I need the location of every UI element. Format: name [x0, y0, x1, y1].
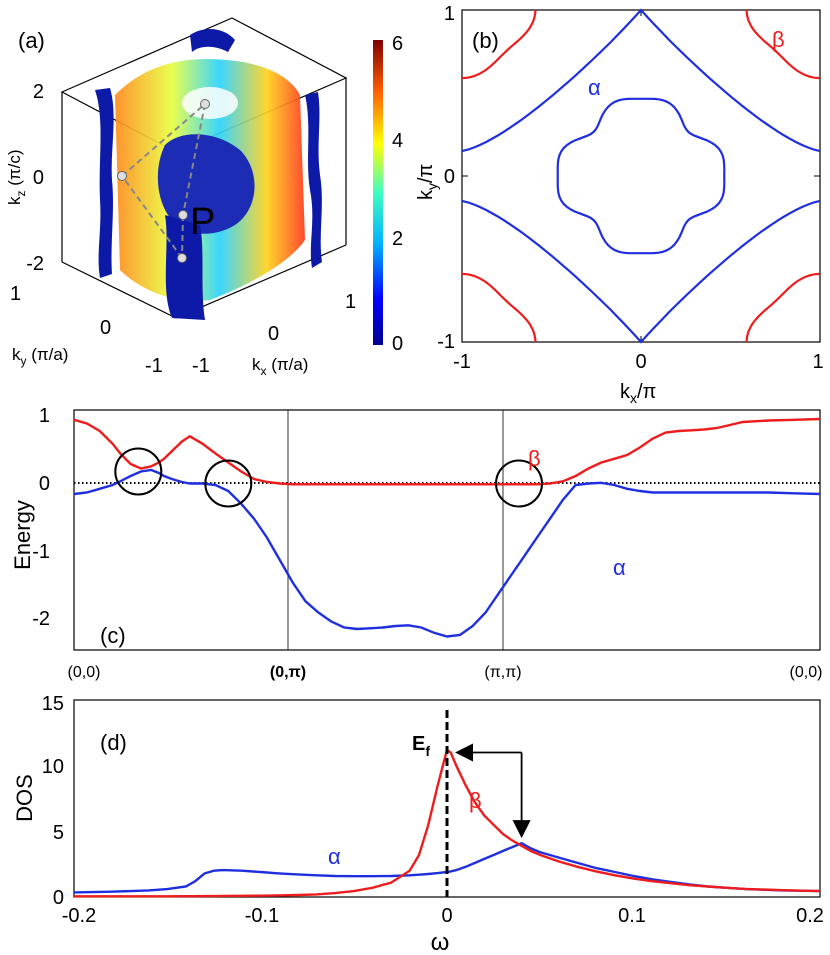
panel-a-colorbar-tick-2: 2 — [392, 228, 403, 250]
panel-a-ky-tick-2: -1 — [145, 355, 163, 377]
panel-a-colorbar-tick-3: 0 — [392, 333, 403, 355]
panel-c-y-tick-0: 1 — [39, 405, 50, 427]
panel-c-y-tick-1: 0 — [39, 473, 50, 495]
panel-a: (a) P — [5, 17, 403, 378]
panel-b-curves — [461, 8, 821, 344]
panel-a-point-top — [200, 99, 210, 109]
panel-b-ticks — [462, 10, 820, 342]
panel-b-x-axis-label: kx/π — [620, 381, 656, 406]
panel-b-axes-box — [461, 9, 821, 343]
panel-a-kx-axis-label: kx (π/a) — [252, 355, 308, 378]
panel-c-y-tick-2: -1 — [32, 541, 50, 563]
panel-d-x-axis-label: ω — [431, 929, 450, 955]
beta-corner-arc-1 — [745, 9, 821, 80]
panel-c-x-tick-1: (0,π) — [270, 664, 306, 681]
band-beta-line — [73, 417, 821, 486]
beta-corner-arc-3 — [745, 272, 821, 343]
beta-corner-arc-2 — [461, 272, 537, 343]
panel-a-kz-tick-2: -2 — [26, 253, 44, 275]
panel-a-point-left — [117, 171, 127, 181]
panel-c-y-axis-label: Energy — [10, 500, 35, 570]
panel-b-y-tick-2: -1 — [437, 331, 455, 353]
panel-d-x-tick-4: 0.2 — [796, 905, 824, 927]
panel-b-y-axis-label: ky/π — [415, 164, 440, 200]
band-crossing-circle-1 — [204, 459, 253, 508]
panel-d-y-tick-1: 10 — [42, 756, 64, 778]
panel-c-axes-box — [73, 409, 821, 651]
panel-a-ky-axis-label: ky (π/a) — [12, 345, 68, 368]
panel-b-y-tick-1: 0 — [444, 166, 455, 188]
panel-a-kz-axis-label: kz (π/c) — [5, 150, 28, 206]
panel-d-y-tick-0: 15 — [42, 693, 64, 715]
alpha-inner-pocket — [556, 97, 726, 255]
panel-b-x-tick-2: 1 — [812, 351, 823, 373]
panel-b-label: (b) — [472, 28, 499, 53]
panel-c-label: (c) — [100, 623, 126, 648]
panel-a-surface — [95, 28, 322, 320]
panel-a-label: (a) — [18, 28, 45, 53]
panel-d-alpha-label: α — [328, 844, 341, 869]
panel-d-x-tick-2: 0 — [441, 905, 452, 927]
panel-d-x-tick-0: -0.2 — [62, 905, 96, 927]
panel-d-label: (d) — [100, 730, 127, 755]
panel-b: (b) α β -1 0 1 1 0 -1 kx/π ky/π — [415, 3, 824, 406]
panel-d: (d) α β Ef 15 10 5 0 DOS -0.2 -0.1 0 0.1… — [12, 693, 824, 955]
panel-d-beta-label: β — [469, 788, 482, 813]
panel-b-x-tick-0: -1 — [453, 351, 471, 373]
panel-d-x-tick-3: 0.1 — [618, 905, 646, 927]
dos-beta-line — [74, 747, 821, 898]
panel-a-point-mid — [178, 210, 188, 220]
panel-a-point-label: P — [190, 201, 215, 243]
panel-c-beta-label: β — [528, 446, 541, 471]
panel-a-kz-tick-1: 0 — [33, 167, 44, 189]
panel-c-y-tick-3: -2 — [32, 608, 50, 630]
band-alpha-line — [73, 468, 821, 638]
panel-a-colorbar-tick-0: 6 — [392, 33, 403, 55]
panel-c-alpha-label: α — [613, 555, 626, 580]
beta-corner-arc-0 — [461, 9, 537, 80]
panel-a-path — [121, 103, 206, 259]
panel-d-y-axis-label: DOS — [12, 774, 37, 822]
panel-a-ky-tick-0: 1 — [10, 283, 21, 305]
dos-alpha-line — [73, 841, 821, 894]
panel-d-y-tick-2: 5 — [53, 822, 64, 844]
alpha-outer-upper — [461, 8, 821, 153]
panel-b-y-tick-0: 1 — [444, 3, 455, 25]
panel-a-kx-tick-2: 1 — [345, 291, 356, 313]
panel-b-x-tick-1: 0 — [635, 351, 646, 373]
alpha-outer-lower — [461, 199, 821, 344]
panel-c-x-tick-3: (0,0) — [790, 664, 823, 681]
panel-a-kx-tick-1: 0 — [268, 323, 279, 345]
panel-b-beta-label: β — [772, 27, 785, 52]
panel-a-colorbar — [373, 40, 383, 345]
panel-c-x-tick-2: (π,π) — [484, 664, 521, 681]
panel-a-colorbar-tick-1: 4 — [392, 130, 403, 152]
panel-a-kz-tick-0: 2 — [33, 81, 44, 103]
panel-d-y-tick-3: 0 — [53, 887, 64, 909]
panel-d-ef-label: Ef — [412, 733, 430, 759]
band-crossing-circle-2 — [495, 459, 543, 508]
panel-d-curves — [73, 710, 821, 898]
panel-d-x-tick-1: -0.1 — [245, 905, 279, 927]
band-crossing-circle-0 — [114, 447, 163, 496]
panel-c: (c) α β 1 0 -1 -2 Energy (0,0) (0,π) (π,… — [10, 405, 822, 681]
panel-c-x-tick-0: (0,0) — [68, 664, 101, 681]
panel-c-curves — [73, 417, 821, 638]
panel-a-ky-tick-1: 0 — [100, 317, 111, 339]
panel-a-kx-tick-0: -1 — [192, 355, 210, 377]
panel-b-alpha-label: α — [588, 75, 601, 100]
panel-a-point-bottom — [177, 253, 187, 263]
